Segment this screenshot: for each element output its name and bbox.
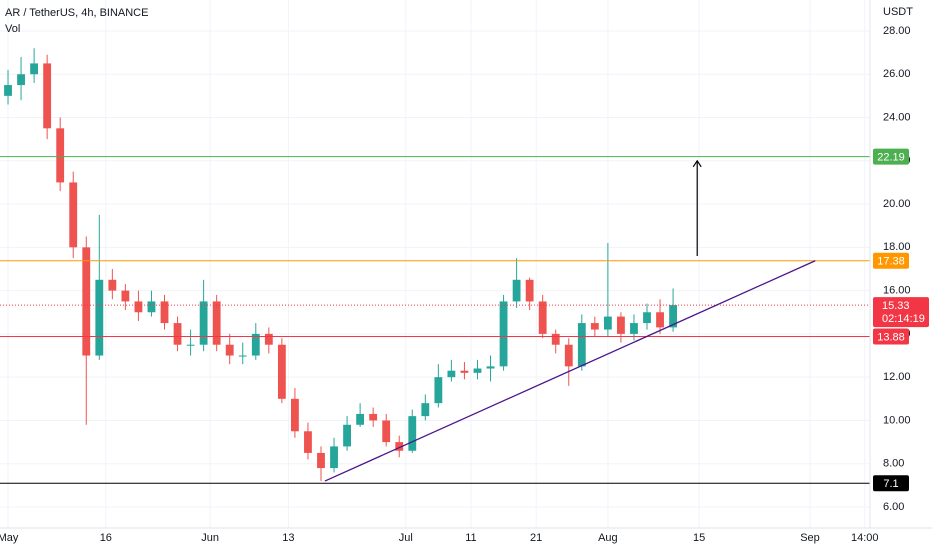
candle-body [577,323,586,367]
axes: 6.008.0010.0012.0014.0016.0018.0020.0022… [0,25,929,544]
candle-body [382,420,391,443]
candle-body [317,452,325,469]
candle-body [147,301,156,313]
candle-body [290,398,299,432]
candle-body [486,366,495,369]
candle-body [186,344,195,346]
x-tick-label: 15 [693,532,705,544]
price-label: 7.1 [883,478,898,490]
candle-body [330,446,338,469]
x-tick-label: 14:00 [851,532,879,544]
candle-body [656,312,664,328]
candle-body [590,323,599,330]
candle-body [43,63,52,129]
candle-body [277,344,286,399]
candle-body [369,413,378,421]
candle-body [630,323,638,334]
candle-body [603,316,612,330]
x-tick-label: May [0,532,19,544]
y-tick-label: 16.00 [883,285,911,297]
current-price-label: 15.33 [882,300,910,312]
candle-body [395,442,404,451]
candle-body [512,279,521,302]
candle-body [69,182,78,248]
price-label-box [873,252,909,269]
candle-body [525,279,534,302]
candle-body [356,413,365,425]
y-tick-label: 28.00 [883,25,911,37]
candle-body [304,431,312,453]
candle-body [56,128,65,183]
x-tick-label: 21 [530,532,542,544]
x-tick-label: 11 [465,532,476,544]
x-tick-label: Aug [598,532,618,544]
candle-body [95,279,104,356]
candle-body [538,301,547,334]
x-tick-label: Jul [399,532,413,544]
price-label: 22.19 [877,152,905,164]
y-tick-label: 26.00 [883,68,911,80]
y-tick-label: 24.00 [883,111,911,123]
volume-label: Vol [5,23,20,35]
candle-body [173,323,182,345]
candle-body [264,333,273,345]
candle-body [343,424,351,447]
price-label-box [873,475,909,492]
y-tick-label: 8.00 [883,458,904,470]
x-tick-label: Sep [800,532,820,544]
candle-body [108,279,117,291]
candle-body [212,301,221,345]
price-label-box [873,148,909,165]
candle-body [643,312,651,324]
chart-title: AR / TetherUS, 4h, BINANCE [5,7,148,19]
candle-body [160,301,169,324]
candle-body [551,333,560,345]
candle-body [434,377,443,404]
candle-body [17,74,25,86]
x-tick-label: 16 [100,532,112,544]
candle-body [669,305,677,328]
candle-body [30,63,39,75]
candle-body [4,85,12,96]
candle-body [447,370,456,378]
y-tick-label: 18.00 [883,241,911,253]
price-label: 13.88 [877,331,905,343]
grid [0,0,870,528]
y-tick-label: 12.00 [883,371,911,383]
candle-body [225,344,234,356]
price-label-box [873,328,909,345]
price-label: 17.38 [877,256,905,268]
candle-body [251,333,260,356]
candle-body [408,416,417,451]
candle-body [421,403,430,417]
x-tick-label: Jun [201,532,219,544]
candle-body [238,355,247,357]
candle-body [134,301,143,313]
current-price-box [873,297,929,328]
candle-body [82,247,91,356]
trendline [324,260,816,482]
x-tick-label: 13 [282,532,294,544]
plot-area [0,48,870,484]
y-axis-label: USDT [883,6,913,18]
arrow-head [692,159,702,168]
y-tick-label: 10.00 [883,414,911,426]
candle-body [473,368,482,373]
y-tick-label: 6.00 [883,501,904,513]
candle-body [499,301,508,367]
candle-body [460,370,469,373]
y-tick-label: 20.00 [883,198,911,210]
countdown-label: 02:14:19 [882,313,925,325]
candle-body [617,316,625,334]
candle-body [564,344,573,367]
candle-body [199,301,208,345]
candle-body [121,290,130,302]
